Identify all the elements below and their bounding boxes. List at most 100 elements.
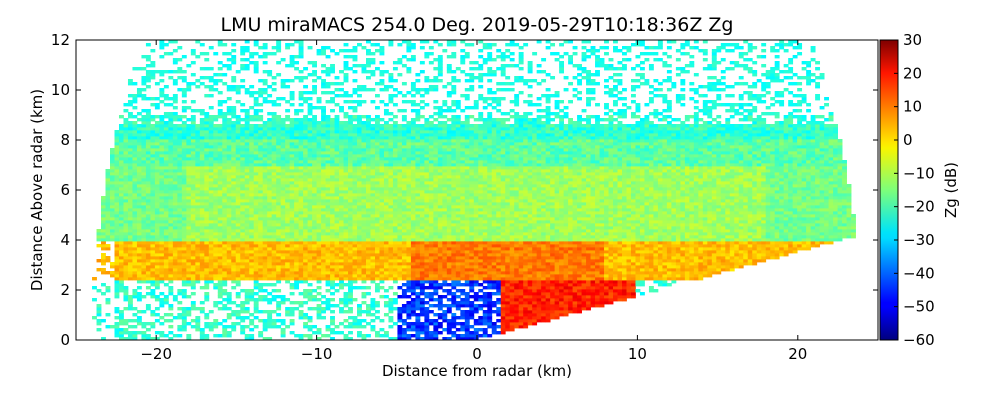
radar-cell <box>177 211 183 215</box>
radar-cell <box>195 223 201 227</box>
radar-cell <box>195 136 201 140</box>
radar-cell <box>168 223 174 227</box>
radar-cell <box>271 136 277 140</box>
radar-cell <box>136 277 142 281</box>
radar-cell <box>388 43 394 47</box>
radar-cell <box>276 220 282 224</box>
radar-cell <box>289 292 295 296</box>
radar-cell <box>253 211 259 215</box>
radar-cell <box>401 133 407 137</box>
radar-cell <box>127 298 133 302</box>
radar-cell <box>379 145 385 149</box>
radar-cell <box>280 214 286 218</box>
radar-cell <box>379 286 385 290</box>
radar-cell <box>114 250 120 254</box>
radar-cell <box>222 127 228 131</box>
radar-cell <box>339 274 344 278</box>
radar-cell <box>240 196 246 200</box>
radar-cell <box>267 142 273 146</box>
radar-cell <box>217 187 223 191</box>
radar-cell <box>150 208 156 212</box>
radar-cell <box>231 220 237 224</box>
radar-cell <box>127 100 133 104</box>
radar-cell <box>348 271 353 275</box>
radar-cell <box>181 235 187 239</box>
radar-cell <box>343 211 349 215</box>
radar-cell <box>222 334 228 338</box>
radar-cell <box>177 67 183 71</box>
radar-cell <box>145 172 151 176</box>
radar-cell <box>145 175 151 179</box>
radar-cell <box>262 142 268 146</box>
radar-cell <box>370 136 376 140</box>
radar-cell <box>204 163 210 167</box>
radar-cell <box>141 244 147 248</box>
radar-cell <box>159 178 165 182</box>
radar-cell <box>186 211 192 215</box>
radar-cell <box>334 274 340 278</box>
radar-cell <box>141 295 147 299</box>
radar-cell <box>217 133 223 137</box>
radar-cell <box>276 256 282 260</box>
radar-cell <box>406 70 412 74</box>
radar-cell <box>388 244 394 248</box>
radar-cell <box>312 154 317 158</box>
radar-cell <box>249 235 255 239</box>
radar-cell <box>374 247 380 251</box>
radar-cell <box>110 226 115 230</box>
radar-cell <box>415 244 421 248</box>
radar-cell <box>397 277 403 281</box>
radar-cell <box>361 193 367 197</box>
radar-cell <box>154 238 160 242</box>
radar-cell <box>388 151 394 155</box>
radar-cell <box>118 208 124 212</box>
radar-cell <box>168 289 174 293</box>
radar-cell <box>289 232 295 236</box>
radar-cell <box>258 214 264 218</box>
radar-cell <box>240 181 246 185</box>
radar-cell <box>370 250 376 254</box>
radar-cell <box>316 148 322 152</box>
radar-cell <box>289 184 295 188</box>
radar-cell <box>339 208 344 212</box>
radar-cell <box>195 211 201 215</box>
radar-cell <box>343 124 349 128</box>
radar-cell <box>401 334 407 338</box>
radar-cell <box>114 193 120 197</box>
radar-cell <box>244 262 250 266</box>
radar-cell <box>415 274 421 278</box>
radar-cell <box>410 271 416 275</box>
radar-cell <box>298 229 304 233</box>
radar-cell <box>379 178 385 182</box>
radar-cell <box>181 277 187 281</box>
radar-cell <box>406 295 412 299</box>
radar-cell <box>289 175 295 179</box>
radar-cell <box>235 181 241 185</box>
radar-cell <box>181 253 187 257</box>
radar-cell <box>222 259 228 263</box>
radar-cell <box>208 133 214 137</box>
radar-cell <box>285 85 291 89</box>
radar-cell <box>226 331 232 335</box>
radar-cell <box>330 292 335 296</box>
radar-cell <box>208 184 214 188</box>
radar-cell <box>217 202 223 206</box>
radar-cell <box>226 271 232 275</box>
radar-cell <box>401 199 407 203</box>
radar-cell <box>105 232 111 236</box>
radar-cell <box>401 214 407 218</box>
radar-cell <box>361 247 367 251</box>
radar-cell <box>127 325 133 329</box>
radar-cell <box>352 145 358 149</box>
radar-cell <box>366 169 371 173</box>
radar-cell <box>177 301 183 305</box>
radar-cell <box>361 286 367 290</box>
radar-cell <box>361 145 367 149</box>
radar-cell <box>114 238 120 242</box>
radar-cell <box>312 232 317 236</box>
radar-cell <box>348 190 353 194</box>
radar-cell <box>177 265 183 269</box>
radar-cell <box>132 145 138 149</box>
radar-cell <box>172 79 178 83</box>
radar-cell <box>136 151 142 155</box>
